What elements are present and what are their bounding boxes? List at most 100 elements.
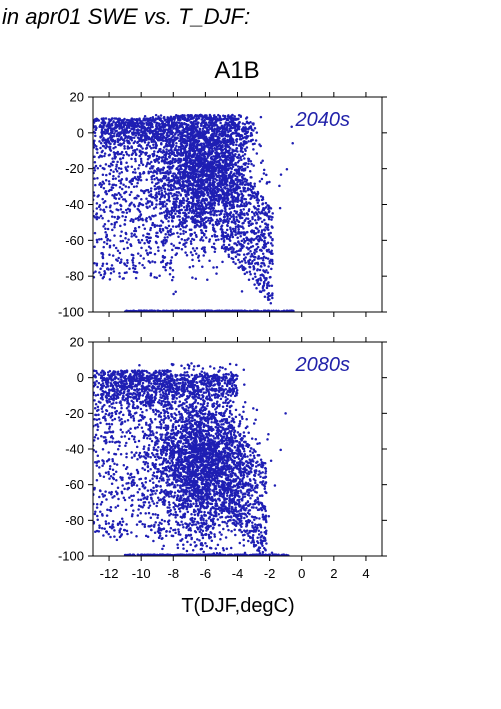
data-point: [194, 233, 198, 237]
data-point: [111, 228, 114, 232]
data-point: [235, 250, 239, 253]
data-point: [118, 172, 121, 175]
data-point: [198, 212, 202, 216]
data-point: [204, 220, 208, 224]
data-point: [172, 174, 175, 178]
data-point: [265, 182, 269, 185]
data-point: [241, 222, 244, 225]
data-point: [223, 123, 227, 127]
data-point: [222, 151, 226, 155]
data-point: [221, 260, 224, 264]
data-point: [240, 142, 243, 146]
data-point: [165, 148, 168, 151]
data-point: [158, 212, 162, 215]
data-point: [217, 202, 220, 206]
data-point: [247, 278, 251, 282]
data-point: [189, 135, 192, 139]
data-point: [263, 218, 266, 222]
data-point: [108, 206, 112, 209]
data-point: [239, 208, 243, 212]
data-point: [116, 215, 120, 218]
data-point: [237, 230, 240, 233]
data-point: [127, 154, 131, 157]
data-point: [158, 117, 162, 121]
data-point: [261, 208, 265, 212]
data-point: [122, 183, 125, 186]
data-point: [134, 227, 137, 230]
data-point: [243, 272, 247, 276]
data-point: [250, 237, 253, 240]
data-point: [236, 204, 239, 207]
data-point: [230, 167, 234, 171]
data-point: [195, 140, 199, 143]
data-point: [175, 177, 178, 180]
data-point: [115, 163, 118, 166]
data-point: [165, 161, 169, 165]
data-point: [234, 233, 237, 237]
data-point: [250, 162, 253, 166]
data-point: [227, 140, 230, 144]
data-point: [193, 175, 197, 179]
data-point: [104, 143, 108, 146]
data-point: [257, 215, 260, 219]
data-point: [237, 159, 241, 162]
data-point: [121, 215, 124, 218]
data-point: [237, 240, 240, 244]
data-point: [212, 134, 215, 138]
data-point: [198, 135, 201, 139]
data-point: [153, 223, 156, 227]
data-point: [261, 202, 265, 205]
data-point: [237, 172, 241, 176]
data-point: [120, 258, 123, 261]
data-point: [271, 244, 274, 247]
data-point: [148, 162, 151, 165]
data-point: [196, 187, 200, 191]
data-point: [183, 239, 187, 242]
data-point: [215, 140, 219, 144]
data-point: [215, 160, 219, 163]
data-point: [130, 127, 133, 131]
data-point: [186, 133, 189, 137]
data-point: [253, 251, 256, 254]
data-point: [142, 122, 146, 125]
data-point: [221, 159, 225, 162]
data-point: [213, 114, 216, 117]
data-point: [211, 198, 214, 202]
data-point: [255, 287, 258, 290]
data-point: [99, 146, 102, 150]
data-point: [198, 180, 201, 183]
data-point: [93, 245, 96, 248]
data-point: [103, 273, 106, 276]
data-point: [203, 222, 206, 225]
data-point: [147, 141, 150, 144]
data-point: [104, 163, 108, 166]
data-point: [258, 290, 262, 293]
data-point: [167, 178, 170, 182]
data-point: [151, 125, 154, 129]
data-point: [159, 114, 163, 117]
data-point: [152, 132, 155, 136]
data-point: [219, 121, 222, 125]
data-point: [108, 253, 111, 257]
data-point: [184, 165, 187, 169]
data-point: [149, 217, 152, 221]
data-point: [130, 165, 134, 169]
data-point: [210, 157, 214, 161]
data-point: [177, 204, 181, 208]
data-point: [189, 169, 192, 172]
data-point: [233, 182, 237, 186]
data-point: [104, 227, 107, 230]
data-point: [147, 170, 150, 173]
data-point: [226, 197, 230, 201]
data-point: [179, 232, 182, 236]
data-point: [113, 128, 116, 131]
data-point: [126, 207, 130, 211]
data-point: [96, 195, 99, 198]
data-point: [221, 138, 225, 141]
data-point: [235, 183, 239, 186]
data-point: [225, 246, 229, 249]
data-point: [143, 189, 147, 193]
data-point: [95, 207, 99, 210]
data-point: [101, 118, 105, 122]
data-point: [177, 177, 180, 181]
